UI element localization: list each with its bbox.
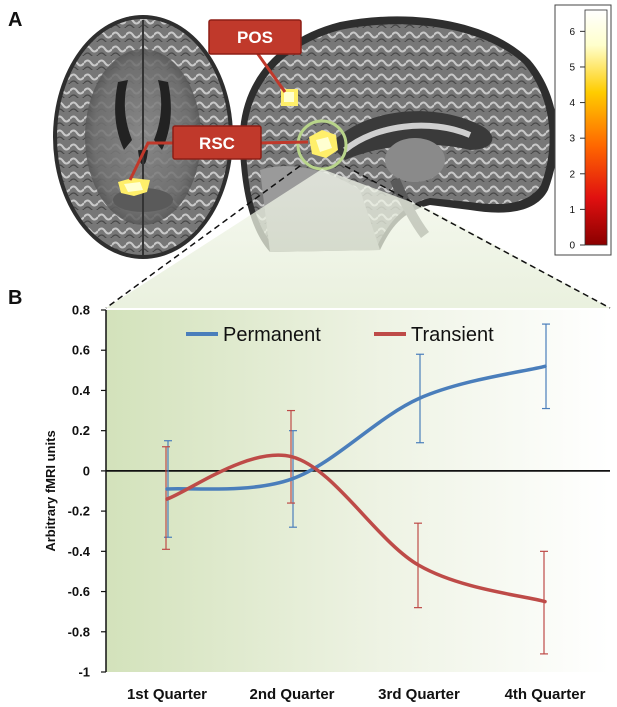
colorbar-tick-label: 4 [569, 98, 575, 109]
legend-label-transient: Transient [411, 324, 494, 346]
y-tick-label: 0 [83, 463, 90, 478]
pos-label: POS [237, 28, 273, 47]
legend: Permanent Transient [186, 324, 494, 346]
sagittal-pos-activation [281, 89, 298, 106]
y-axis: 0.8 0.6 0.4 0.2 0 -0.2 -0.4 -0.6 -0.8 -1 [68, 303, 107, 680]
colorbar-tick-label: 0 [569, 241, 575, 252]
y-tick-label: -1 [78, 665, 90, 680]
rsc-callout: RSC [128, 125, 309, 181]
x-tick-label: 2nd Quarter [249, 686, 334, 703]
transient-series-line [165, 453, 547, 604]
x-tick-label: 1st Quarter [127, 686, 207, 703]
zoom-line-right [344, 165, 611, 309]
zoom-cone [106, 169, 610, 308]
y-tick-label: 0.2 [72, 423, 90, 438]
y-axis-label: Arbitrary fMRI units [43, 430, 58, 551]
rsc-label: RSC [199, 134, 235, 153]
x-axis: 1st Quarter 2nd Quarter 3rd Quarter 4th Qua… [106, 469, 610, 703]
axial-brain-slice [53, 15, 233, 259]
colorbar-tick-label: 3 [569, 134, 575, 145]
pos-callout: POS [208, 19, 302, 93]
colorbar-tick-label: 5 [569, 62, 575, 73]
y-tick-label: 0.4 [72, 383, 91, 398]
zoom-line-left [105, 165, 301, 309]
y-tick-label: -0.2 [68, 504, 90, 519]
colorbar-tick-label: 6 [569, 27, 575, 38]
x-tick-label: 3rd Quarter [378, 686, 460, 703]
panel-a-label: A [8, 9, 22, 31]
y-tick-label: -0.6 [68, 584, 90, 599]
y-tick-label: 0.8 [72, 303, 90, 318]
series-layer [162, 323, 550, 655]
axial-rsc-activation [118, 178, 150, 196]
colorbar-tick-label: 1 [569, 205, 575, 216]
permanent-series-line [165, 364, 547, 491]
y-tick-label: -0.8 [68, 624, 90, 639]
colorbar: 0 1 2 3 4 5 6 [554, 4, 612, 256]
legend-label-permanent: Permanent [223, 324, 321, 346]
y-tick-label: 0.6 [72, 343, 90, 358]
colorbar-gradient [584, 9, 608, 246]
colorbar-tick-label: 2 [569, 169, 575, 180]
panel-b-label: B [8, 287, 22, 309]
line-chart: Arbitrary fMRI units 0.8 0.6 0.4 0.2 0 -0.2 -0… [43, 303, 610, 703]
y-tick-label: -0.4 [68, 544, 91, 559]
sagittal-rsc-activation [309, 130, 338, 158]
x-tick-label: 4th Quarter [505, 686, 586, 703]
